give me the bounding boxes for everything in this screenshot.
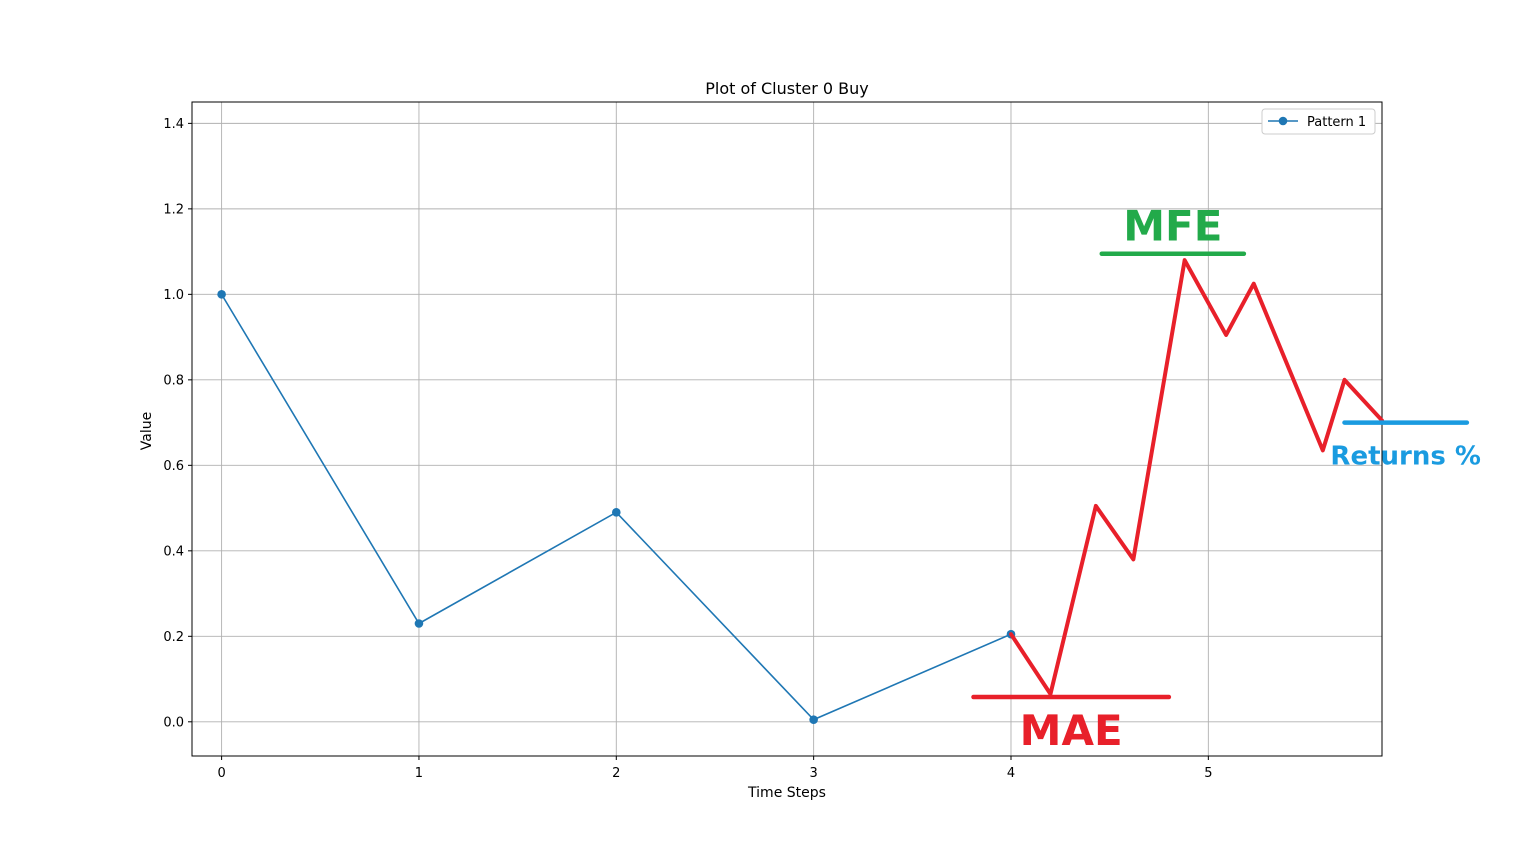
y-tick-label: 0.0: [163, 715, 184, 730]
y-tick-label: 1.2: [163, 202, 184, 217]
x-tick-label: 0: [217, 766, 225, 781]
legend: Pattern 1: [1261, 108, 1376, 135]
y-tick-label: 1.0: [163, 288, 184, 303]
legend-marker: [1278, 116, 1288, 126]
mfe-label: MFE: [1123, 202, 1222, 251]
data-point: [414, 619, 424, 628]
y-ticks: 0.0 0.2 0.4 0.6 0.8 1.0 1.2 1.4: [163, 117, 192, 730]
drawn-overlay: [1008, 258, 1384, 697]
data-point: [809, 715, 818, 724]
x-tick-label: 3: [810, 766, 818, 781]
plot-frame: [191, 101, 1383, 757]
drawn-path-line: [1008, 258, 1384, 697]
y-tick-label: 0.2: [163, 630, 184, 645]
legend-label: Pattern 1: [1307, 115, 1366, 130]
annotations: MFE MAE Returns %: [971, 202, 1481, 755]
y-tick-label: 0.8: [163, 373, 184, 388]
x-tick-label: 2: [612, 766, 620, 781]
mae-label: MAE: [1020, 706, 1123, 755]
y-tick-label: 0.6: [163, 459, 184, 474]
x-tick-label: 5: [1204, 766, 1212, 781]
grid: [192, 102, 1382, 756]
legend-box: [1261, 108, 1376, 135]
chart-title: Plot of Cluster 0 Buy: [705, 79, 868, 98]
y-tick-label: 0.4: [163, 544, 184, 559]
data-point: [217, 290, 226, 299]
x-tick-label: 4: [1007, 766, 1015, 781]
y-tick-label: 1.4: [163, 117, 184, 132]
returns-label: Returns %: [1330, 442, 1481, 472]
x-axis-label: Time Steps: [747, 785, 826, 801]
data-point: [611, 508, 621, 517]
y-axis-label: Value: [139, 412, 155, 450]
x-tick-label: 1: [415, 766, 423, 781]
x-ticks: 0 1 2 3 4 5: [217, 756, 1212, 781]
